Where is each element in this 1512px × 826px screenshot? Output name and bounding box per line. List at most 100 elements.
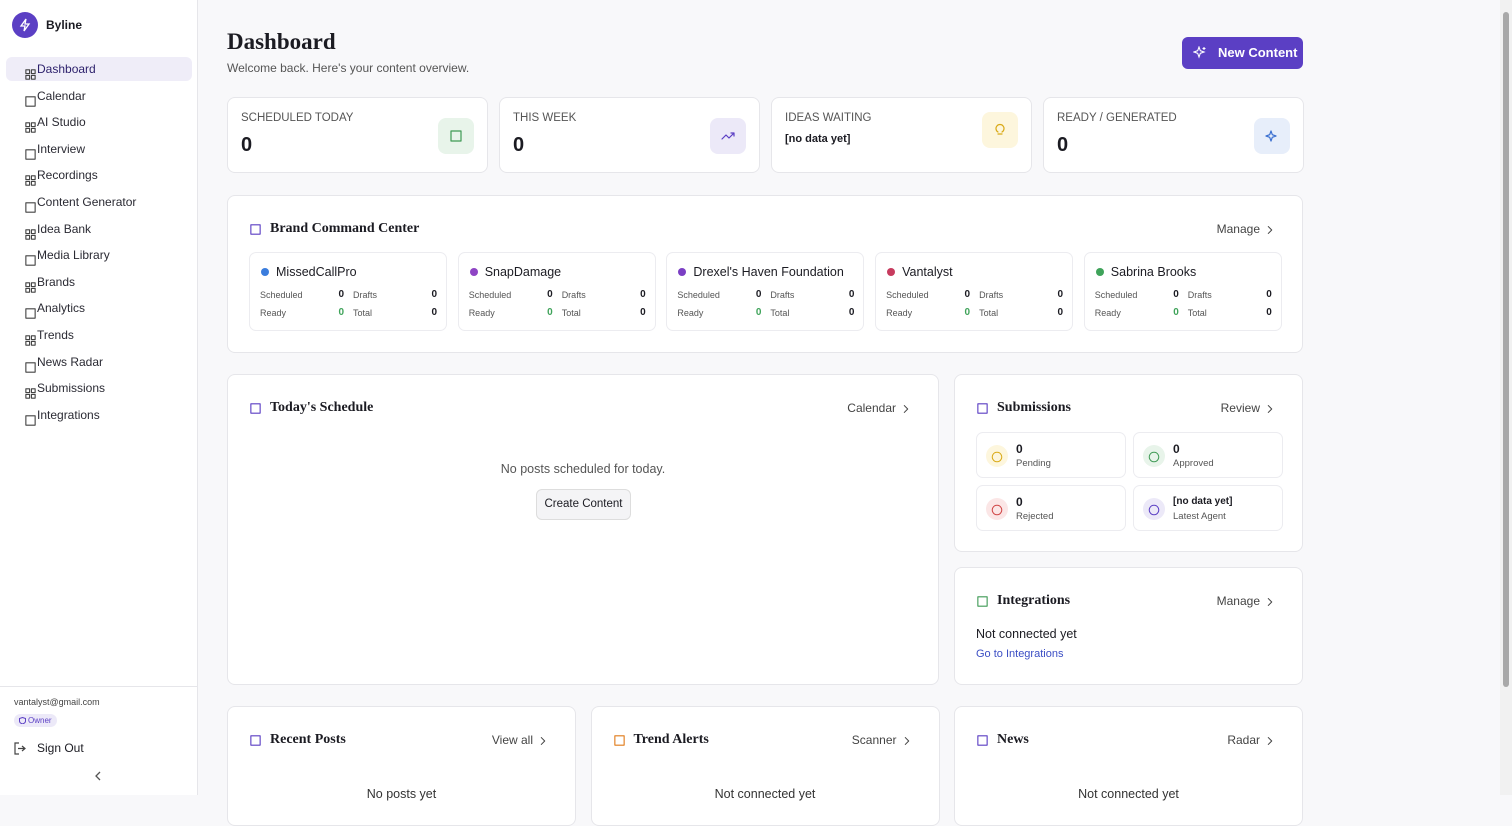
stat-label: Ready [1094, 308, 1121, 318]
brand-dot [887, 268, 896, 276]
scrollbar [1500, 0, 1512, 795]
stat-label: IDEAS WAITING [785, 112, 872, 124]
stat-label: READY / GENERATED [1057, 112, 1177, 124]
card-link[interactable]: Scanner [851, 733, 897, 747]
nav-item[interactable]: Recordings [6, 163, 192, 187]
collapse[interactable] [94, 771, 102, 781]
icon [249, 402, 262, 420]
icon [1264, 734, 1276, 752]
bottom-card: Trend Alerts Scanner Not connected yet [590, 706, 940, 826]
page-title: Dashboard [227, 29, 336, 54]
card-title: Trend Alerts [633, 732, 709, 747]
stat-label: Scheduled [260, 290, 303, 300]
nav-item[interactable]: AI Studio [6, 110, 192, 134]
card-link[interactable]: Radar [1227, 733, 1260, 747]
nav-item[interactable]: Submissions [6, 376, 192, 400]
stat-card: SCHEDULED TODAY 0 [227, 97, 488, 173]
nav-label: Recordings [37, 168, 98, 183]
stat-value: 0 [848, 289, 855, 300]
submission-icon [1143, 498, 1165, 520]
nav-item[interactable]: Trends [6, 323, 192, 347]
nav-item[interactable]: Media Library [6, 243, 192, 267]
submission-label: Rejected [1016, 511, 1054, 522]
icon [1264, 402, 1276, 420]
sign-out[interactable]: Sign Out [14, 740, 84, 756]
nav-item[interactable]: Integrations [6, 403, 192, 427]
schedule-card: Today's Schedule Calendar No posts schedul… [227, 374, 939, 685]
stat-value: 0 [1173, 307, 1179, 318]
create-content-button[interactable]: Create Content [536, 489, 631, 520]
icon [976, 402, 989, 420]
nav-item[interactable]: Idea Bank [6, 217, 192, 241]
brand-dot [469, 268, 478, 276]
brand-tile: MissedCallPro Scheduled 0 Drafts 0 Ready 0 Tota… [249, 252, 447, 331]
integrations-card: Integrations Manage Not connected yet Go to… [954, 567, 1303, 685]
nav-label: Dashboard [37, 62, 96, 76]
nav-item[interactable]: News Radar [6, 350, 192, 374]
scroll-thumb[interactable] [1503, 12, 1509, 687]
stat-label: Total [979, 308, 999, 318]
stat-label: Drafts [561, 290, 586, 300]
nav-item[interactable]: Analytics [6, 296, 192, 320]
stat-label: Ready [260, 308, 287, 318]
role-badge: Owner [14, 714, 57, 727]
stat-value: 0 [1266, 289, 1272, 300]
icon [993, 123, 1007, 142]
icon [249, 734, 262, 752]
brand-tile: Vantalyst Scheduled 0 Drafts 0 Ready 0 Total 0 [875, 252, 1074, 331]
submission-tile: 0 Pending [976, 432, 1126, 478]
integration-status: Not connected yet [976, 627, 1077, 641]
icon [1264, 595, 1276, 613]
submission-value: 0 [1016, 495, 1023, 509]
card-link[interactable]: Calendar [847, 401, 896, 415]
empty-message: No posts yet [366, 787, 437, 801]
stat-value: 0 [547, 307, 553, 318]
stat-label: Drafts [770, 290, 795, 300]
nav-item[interactable]: Interview [6, 137, 192, 161]
integration-link[interactable]: Go to Integrations [976, 648, 1064, 660]
nav-label: Submissions [37, 381, 106, 396]
stat-label: THIS WEEK [513, 112, 577, 124]
stat-card: THIS WEEK 0 [499, 97, 760, 173]
card-link[interactable]: Manage [1216, 222, 1260, 236]
app-name: Byline [46, 18, 83, 32]
stat-label: Scheduled [886, 290, 929, 300]
stat-value: 0 [1057, 134, 1069, 156]
icon [1265, 129, 1279, 148]
nav-label: Media Library [37, 248, 110, 263]
stat-value: 0 [964, 289, 971, 300]
nav-item[interactable]: Content Generator [6, 190, 192, 214]
submission-tile: 0 Approved [1133, 432, 1283, 478]
stat-value: [no data yet] [785, 133, 851, 145]
nav-label: Content Generator [37, 195, 137, 209]
bottom-card: News Radar Not connected yet [954, 706, 1303, 826]
card-link[interactable]: View all [491, 733, 533, 747]
nav-item[interactable]: Brands [6, 270, 192, 294]
stat-value: 0 [640, 289, 646, 300]
card-title: Submissions [997, 400, 1071, 415]
new-content-button[interactable]: New Content [1182, 37, 1303, 69]
card-title: Brand Command Center [270, 221, 420, 236]
brand-name: SnapDamage [484, 265, 562, 279]
submission-label: Latest Agent [1173, 511, 1226, 522]
user-email: vantalyst@gmail.com [14, 697, 100, 707]
empty-message: Not connected yet [1078, 787, 1179, 801]
nav-item[interactable]: Calendar [6, 84, 192, 108]
stat-icon [982, 112, 1018, 148]
stat-value: 0 [640, 307, 646, 318]
nav-item[interactable]: Dashboard [6, 57, 192, 81]
icon [976, 595, 989, 613]
page-subtitle: Welcome back. Here's your content overvi… [227, 61, 470, 75]
brand-name: Vantalyst [902, 265, 953, 279]
brand-name: Drexel's Haven Foundation [693, 265, 844, 279]
submission-tile: [no data yet] Latest Agent [1133, 485, 1283, 531]
icon [1148, 503, 1160, 521]
card-link[interactable]: Review [1220, 401, 1260, 415]
stat-label: Ready [886, 308, 913, 318]
icon [900, 402, 912, 420]
card-link[interactable]: Manage [1216, 594, 1260, 608]
brand-tile: Sabrina Brooks Scheduled 0 Drafts 0 Ready 0 Tot… [1083, 252, 1282, 331]
stat-label: Ready [468, 308, 495, 318]
stat-label: Total [1187, 308, 1207, 318]
icon [721, 129, 735, 148]
